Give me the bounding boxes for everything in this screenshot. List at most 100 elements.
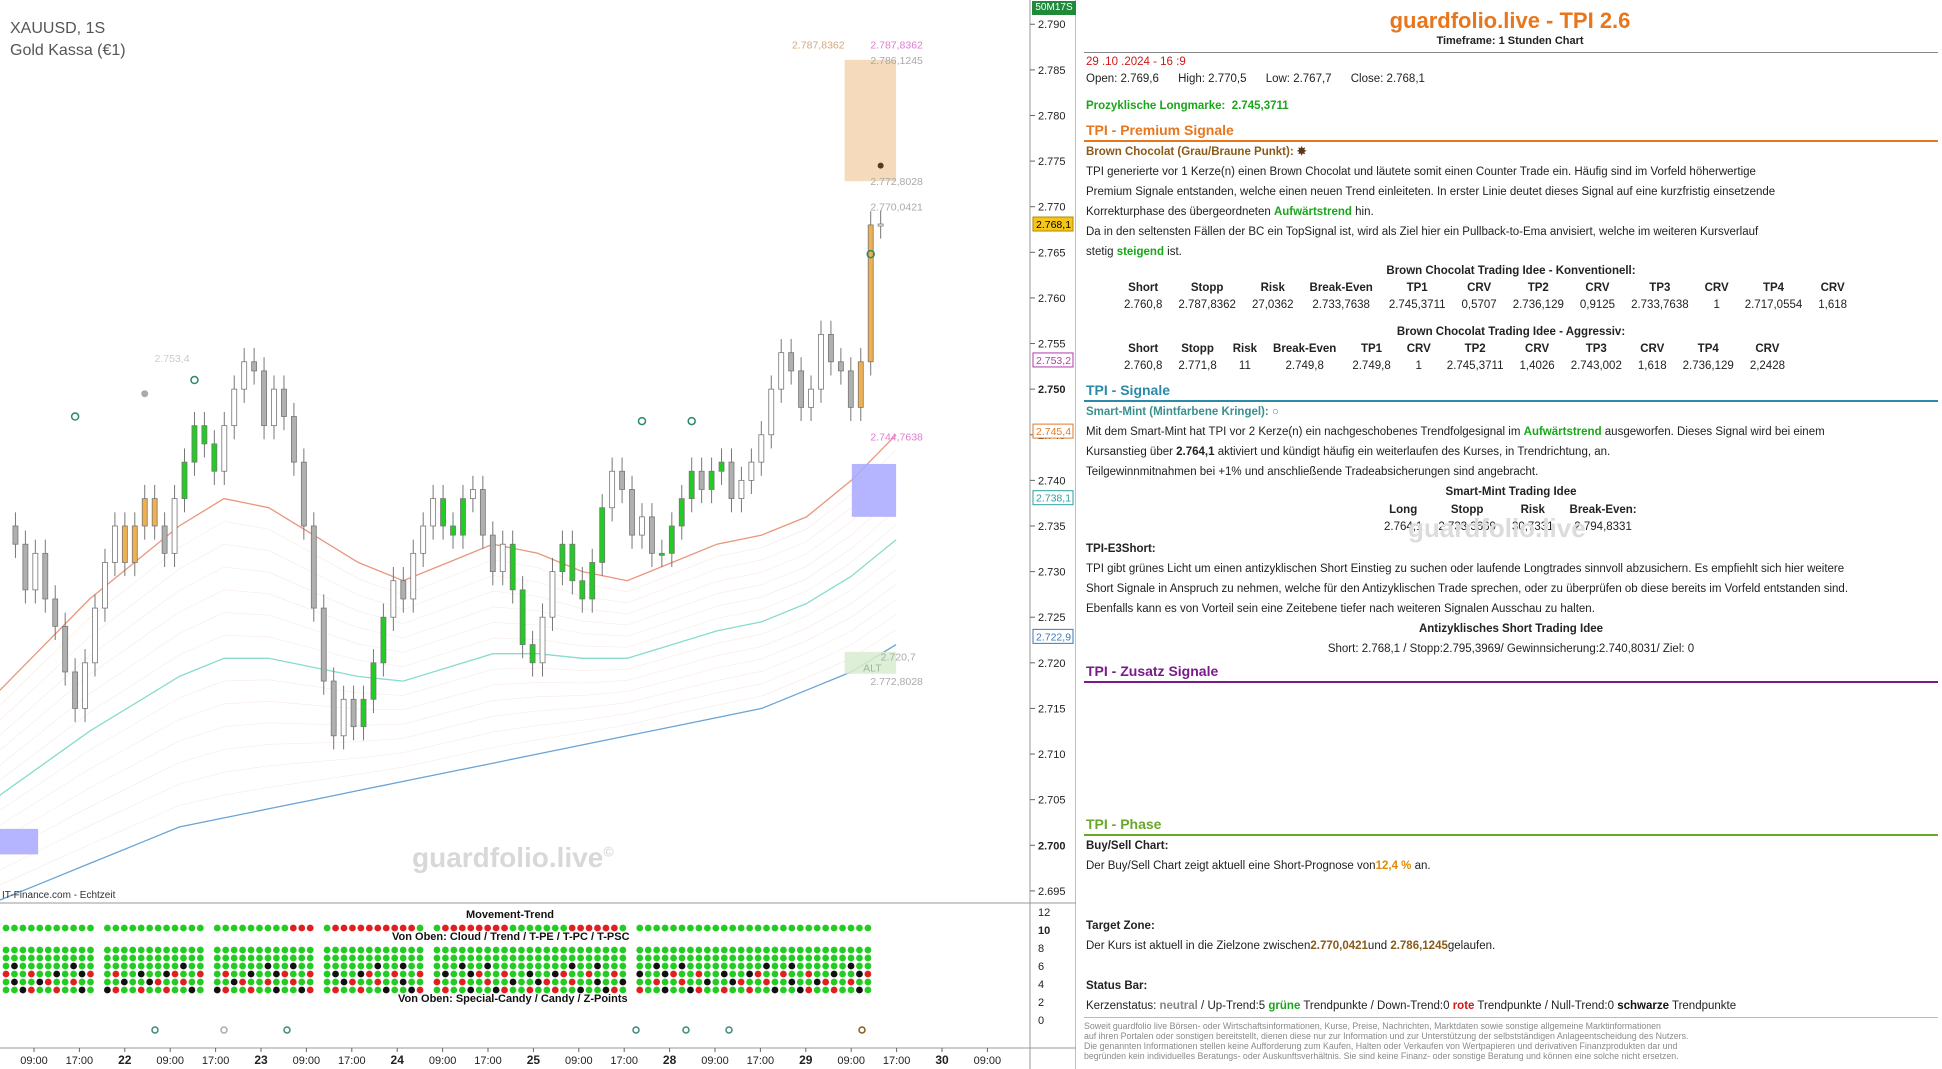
- trend-dot: [450, 978, 458, 986]
- candle-body: [410, 552, 417, 600]
- trend-dot: [374, 978, 382, 986]
- trend-dot: [2, 962, 10, 970]
- candle-body: [857, 361, 864, 408]
- trend-dot: [78, 954, 86, 962]
- x-tick-label: 09:00: [429, 1055, 457, 1067]
- trend-dot: [484, 924, 492, 932]
- trend-dot: [568, 986, 576, 994]
- trend-dot: [661, 954, 669, 962]
- trend-dot: [146, 986, 154, 994]
- trend-dot: [534, 924, 542, 932]
- trend-dot: [847, 962, 855, 970]
- trend-dot: [163, 954, 170, 962]
- ohlc-section: 29 .10 .2024 - 16 :9 Open: 2.769,6 High:…: [1084, 52, 1938, 115]
- trend-dot: [222, 924, 230, 932]
- trend-dot: [408, 970, 415, 978]
- trend-dot: [653, 924, 661, 932]
- trend-dot: [298, 970, 306, 978]
- phase-section: TPI - Phase Buy/Sell Chart: Der Buy/Sell…: [1084, 814, 1938, 1016]
- smart-mint-marker: [70, 412, 80, 421]
- trend-dot: [120, 986, 128, 994]
- trend-dot: [391, 978, 399, 986]
- trend-dot: [44, 962, 52, 970]
- trend-dot: [509, 962, 517, 970]
- trend-dot: [44, 946, 52, 954]
- trend-dot: [450, 924, 458, 932]
- y-tick-label: 2.785: [1038, 65, 1066, 77]
- trend-dot: [365, 962, 373, 970]
- trend-dot: [399, 954, 407, 962]
- trend-dot: [788, 986, 796, 994]
- trend-dot: [551, 978, 559, 986]
- trend-dot: [678, 924, 686, 932]
- trend-dot: [188, 978, 196, 986]
- candle-body: [320, 607, 327, 682]
- trend-dot: [281, 970, 289, 978]
- bc-konv-cell-5: 0,5707: [1461, 299, 1497, 311]
- symbol-label: XAUUSD, 1S: [10, 20, 106, 37]
- y-tick-label: 2.700: [1038, 840, 1066, 852]
- trend-dot: [256, 954, 263, 962]
- price-chart[interactable]: 2.790 2.785 2.780 2.775 2.770 2.765 2.760 2.755…: [0, 0, 1076, 1069]
- candle-body: [758, 434, 765, 463]
- trend-dot: [822, 986, 830, 994]
- trend-dot: [340, 986, 348, 994]
- candle-body: [499, 543, 506, 572]
- trend-dot: [611, 954, 618, 962]
- trend-dot: [349, 986, 356, 994]
- trend-dot: [585, 946, 593, 954]
- trend-dot: [501, 978, 508, 986]
- trend-dot: [416, 962, 424, 970]
- trend-dot: [720, 946, 728, 954]
- trend-dot: [340, 970, 348, 978]
- signale-section: TPI - Signale Smart-Mint (Mintfarbene Kr…: [1084, 380, 1938, 659]
- trend-dot: [661, 924, 669, 932]
- trend-dot: [813, 962, 821, 970]
- trend-dot: [644, 924, 652, 932]
- trend-dot: [433, 970, 441, 978]
- y-tick-label: 2.780: [1038, 110, 1066, 122]
- trend-dot: [560, 978, 568, 986]
- chart-annotation: 2.772,8028: [870, 176, 923, 188]
- trend-dot: [856, 954, 863, 962]
- bc-agg-head-2: Risk: [1232, 343, 1258, 355]
- candle-body: [141, 498, 148, 527]
- trend-dot: [594, 986, 601, 994]
- smart-mint-marker: [637, 416, 647, 426]
- trend-dot: [399, 924, 407, 932]
- ema-ribbon-line: [0, 494, 897, 751]
- trend-dot: [729, 986, 737, 994]
- trend-dot: [239, 970, 247, 978]
- trend-dot: [577, 962, 584, 970]
- trend-dot: [847, 970, 855, 978]
- trend-dot: [171, 978, 179, 986]
- trend-dot: [382, 986, 390, 994]
- trend-dot: [36, 962, 44, 970]
- trend-dot: [518, 946, 525, 954]
- trend-dot: [180, 986, 187, 994]
- trend-dot: [349, 970, 356, 978]
- chart-area[interactable]: 2.790 2.785 2.780 2.775 2.770 2.765 2.760 2.755…: [0, 0, 1076, 1069]
- trend-dot: [670, 954, 677, 962]
- chart-annotation: 2.787,8362: [870, 39, 923, 51]
- trend-dot: [416, 954, 424, 962]
- trend-dot: [180, 962, 187, 970]
- trend-dot: [11, 978, 18, 986]
- bc-konv-cell-6: 2.736,129: [1512, 299, 1564, 311]
- price-tag: [1032, 352, 1074, 368]
- trend-dot: [323, 924, 331, 932]
- candle-body: [42, 552, 49, 600]
- trend-dot: [695, 978, 703, 986]
- trend-dot: [11, 962, 18, 970]
- trend-dot: [129, 954, 137, 962]
- trend-dot: [703, 962, 711, 970]
- trend-dot: [771, 924, 779, 932]
- trend-dot: [754, 978, 762, 986]
- price-tag: [1032, 490, 1074, 506]
- sm-head-2: Risk: [1520, 504, 1545, 516]
- trend-dot: [433, 962, 441, 970]
- trend-dot: [856, 924, 863, 932]
- candle-body: [191, 425, 198, 463]
- trend-dot: [594, 954, 601, 962]
- trend-dot: [737, 978, 745, 986]
